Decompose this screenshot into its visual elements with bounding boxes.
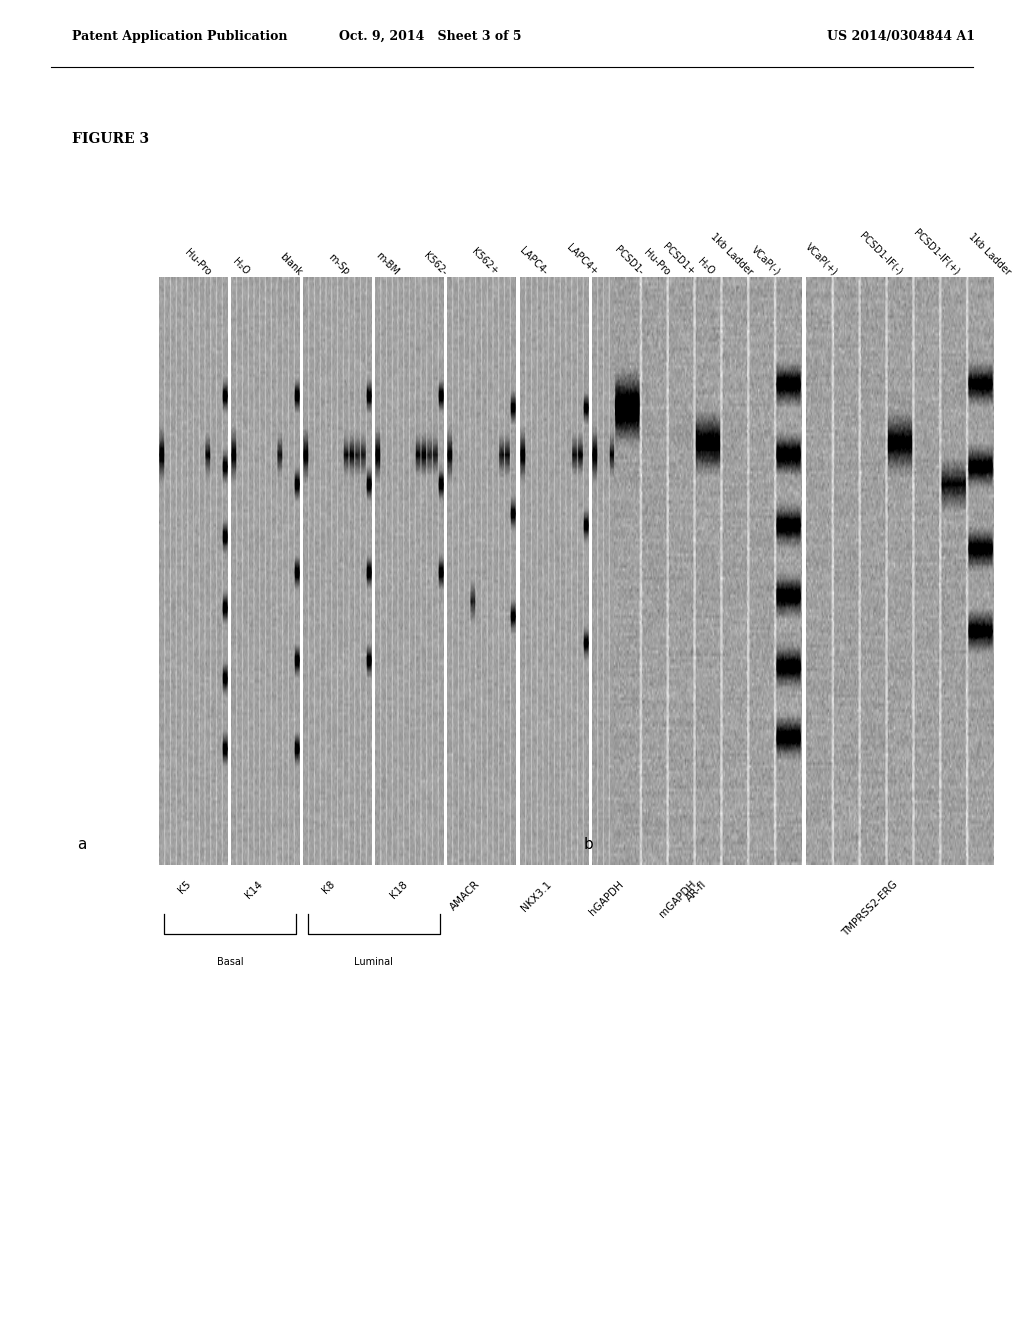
Text: K562-: K562-: [422, 249, 449, 277]
Text: K562+: K562+: [469, 247, 500, 277]
Text: VCaP(+): VCaP(+): [804, 242, 840, 277]
Text: hGAPDH: hGAPDH: [588, 879, 626, 917]
Text: TMPRSS2-ERG: TMPRSS2-ERG: [841, 879, 899, 939]
Text: K18: K18: [388, 879, 410, 900]
Text: PCSD1-IF(+): PCSD1-IF(+): [912, 227, 962, 277]
Text: LAPC4+: LAPC4+: [565, 243, 600, 277]
Text: PCSD1+: PCSD1+: [660, 242, 696, 277]
Text: m-Sp: m-Sp: [326, 252, 351, 277]
Text: K8: K8: [321, 879, 337, 896]
Text: 1kb Ladder: 1kb Ladder: [709, 231, 754, 277]
Text: Hu-Pro: Hu-Pro: [182, 247, 213, 277]
Text: Luminal: Luminal: [354, 957, 393, 968]
Text: K14: K14: [244, 879, 265, 900]
Text: VCaP(-): VCaP(-): [750, 244, 782, 277]
Text: AR-fl: AR-fl: [684, 879, 709, 904]
Text: b: b: [584, 837, 594, 853]
Text: m-BM: m-BM: [374, 251, 400, 277]
Text: PCSD1-IF(-): PCSD1-IF(-): [858, 231, 904, 277]
Text: H₂O: H₂O: [230, 257, 251, 277]
Text: Oct. 9, 2014   Sheet 3 of 5: Oct. 9, 2014 Sheet 3 of 5: [339, 30, 521, 42]
Text: blank: blank: [279, 251, 304, 277]
Text: Patent Application Publication: Patent Application Publication: [72, 30, 287, 42]
Text: AMACR: AMACR: [447, 879, 481, 913]
Text: Basal: Basal: [217, 957, 244, 968]
Text: LAPC4-: LAPC4-: [517, 246, 549, 277]
Text: Hu-Pro: Hu-Pro: [641, 247, 672, 277]
Text: mGAPDH: mGAPDH: [657, 879, 698, 920]
Text: FIGURE 3: FIGURE 3: [72, 132, 148, 145]
Text: K5: K5: [176, 879, 193, 896]
Text: 1kb Ladder: 1kb Ladder: [967, 231, 1012, 277]
Text: US 2014/0304844 A1: US 2014/0304844 A1: [827, 30, 975, 42]
Text: H₂O: H₂O: [695, 257, 716, 277]
Text: a: a: [77, 837, 87, 853]
Text: NKX3.1: NKX3.1: [519, 879, 554, 913]
Text: PCSD1-: PCSD1-: [612, 244, 645, 277]
